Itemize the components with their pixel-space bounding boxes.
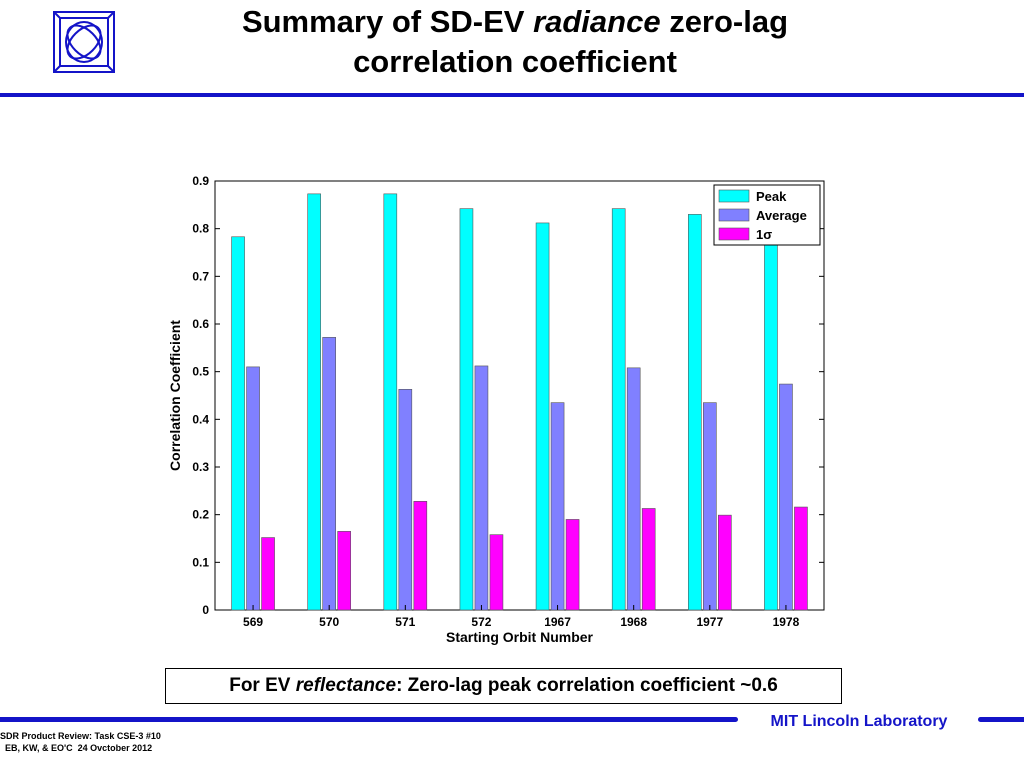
header-rule xyxy=(0,93,1024,97)
bar-peak-569 xyxy=(231,236,245,611)
bar-1-1968 xyxy=(641,508,656,611)
bar-average-572 xyxy=(474,365,489,611)
y-tick-label: 0 xyxy=(202,603,209,617)
footer-text: SDR Product Review: Task CSE-3 #10 EB, K… xyxy=(0,730,161,754)
mit-ll-logo xyxy=(53,11,115,73)
x-tick-label: 569 xyxy=(243,615,263,629)
bar-peak-571 xyxy=(383,193,398,611)
title-line2: correlation coefficient xyxy=(353,44,677,79)
callout-prefix: For EV xyxy=(229,675,296,696)
bar-1-1978 xyxy=(794,506,808,611)
x-tick-label: 571 xyxy=(395,615,415,629)
x-tick-label: 570 xyxy=(319,615,339,629)
bar-peak-1977 xyxy=(688,214,702,611)
x-tick-label: 572 xyxy=(471,615,491,629)
bar-peak-1978 xyxy=(764,233,778,611)
x-tick-label: 1977 xyxy=(696,615,723,629)
bar-average-1978 xyxy=(779,383,793,611)
y-tick-label: 0.8 xyxy=(192,222,209,236)
title-part2: zero-lag xyxy=(660,4,789,39)
bar-chart: 0 0.1 0.2 0.3 0.4 0.5 0.6 0.7 0.8 0.9 569 570 571 572… xyxy=(167,174,825,645)
bar-peak-1968 xyxy=(611,208,626,611)
callout-box: For EV reflectance: Zero-lag peak correl… xyxy=(165,668,842,704)
footer-rule-left xyxy=(0,717,738,722)
page-title: Summary of SD-EV radiance zero-lag corre… xyxy=(150,2,880,82)
callout-suffix: : Zero-lag peak correlation coefficient … xyxy=(396,675,778,696)
footer-line1: SDR Product Review: Task CSE-3 #10 xyxy=(0,731,161,741)
y-tick-label: 0.1 xyxy=(192,555,209,569)
bar-average-1977 xyxy=(703,402,717,611)
bar-1-569 xyxy=(261,537,275,611)
y-tick-label: 0.5 xyxy=(192,365,209,379)
legend-label: 1σ xyxy=(756,227,772,242)
y-tick-label: 0.2 xyxy=(192,508,209,522)
bar-peak-572 xyxy=(459,208,474,611)
bar-1-571 xyxy=(413,501,428,611)
bar-1-1977 xyxy=(718,514,732,611)
y-tick-label: 0.3 xyxy=(192,460,209,474)
legend-swatch xyxy=(718,189,750,203)
footer-rule-right xyxy=(978,717,1024,722)
bar-1-572 xyxy=(489,534,504,611)
bar-peak-1967 xyxy=(535,222,550,611)
legend-swatch xyxy=(718,227,750,241)
bar-average-570 xyxy=(322,337,336,611)
legend-label: Average xyxy=(756,208,807,223)
y-axis-label: Correlation Coefficient xyxy=(167,320,183,471)
bar-average-1967 xyxy=(550,402,565,611)
x-axis-label: Starting Orbit Number xyxy=(446,629,594,645)
legend-label: Peak xyxy=(756,189,787,204)
bar-peak-570 xyxy=(307,193,321,611)
bar-average-571 xyxy=(398,389,413,611)
title-italic: radiance xyxy=(533,4,661,39)
bar-1-570 xyxy=(337,531,351,611)
y-tick-label: 0.7 xyxy=(192,269,209,283)
footer-line2: EB, KW, & EO'C 24 Ovctober 2012 xyxy=(0,743,153,753)
title-part1: Summary of SD-EV xyxy=(241,4,534,39)
x-tick-label: 1967 xyxy=(544,615,571,629)
legend-swatch xyxy=(718,208,750,222)
x-tick-label: 1968 xyxy=(620,615,647,629)
callout-italic: reflectance xyxy=(295,675,397,696)
bar-average-569 xyxy=(246,366,260,611)
y-tick-label: 0.9 xyxy=(192,174,209,188)
y-tick-label: 0.6 xyxy=(192,317,209,331)
bar-average-1968 xyxy=(626,367,641,611)
bar-1-1967 xyxy=(565,519,580,611)
organization-label: MIT Lincoln Laboratory xyxy=(770,713,948,730)
x-tick-label: 1978 xyxy=(773,615,800,629)
y-tick-label: 0.4 xyxy=(192,412,209,426)
